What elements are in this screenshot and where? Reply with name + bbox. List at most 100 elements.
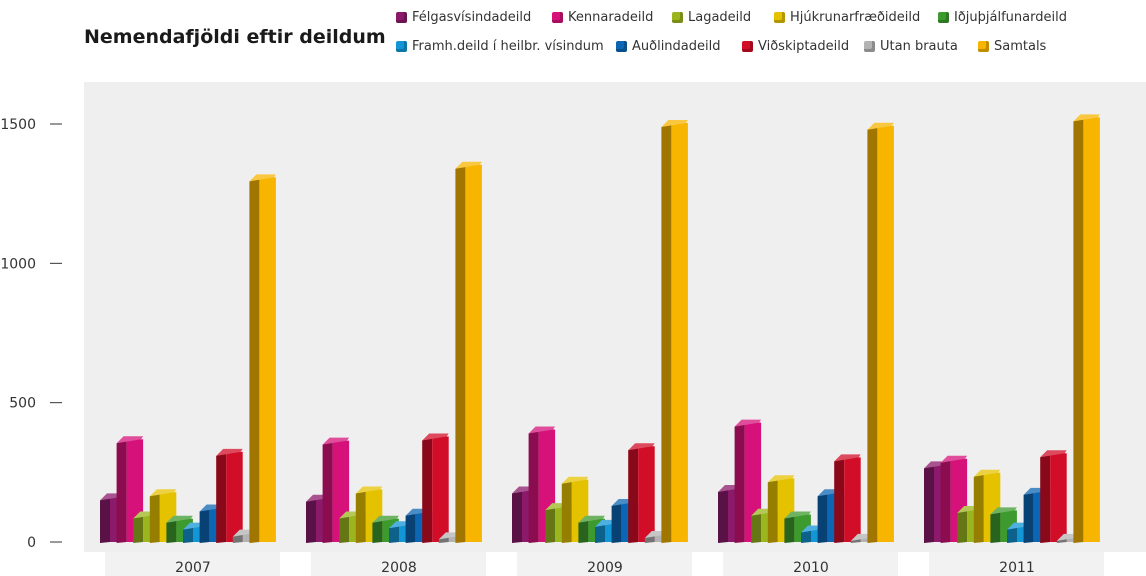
bar-front (877, 125, 894, 542)
legend-label: Utan brauta (880, 39, 958, 54)
bar-side (512, 489, 522, 543)
bar-side (1007, 525, 1017, 543)
bar-side (957, 508, 968, 543)
bar-top (166, 515, 193, 523)
legend-item: Félgasvísindadeild (396, 10, 531, 25)
bar-side (1073, 117, 1084, 543)
bar-top (834, 454, 861, 462)
legend-swatch (742, 41, 753, 52)
bar-top (628, 443, 655, 451)
legend-label: Framh.deild í heilbr. vísindum (412, 39, 604, 54)
category-band (311, 552, 486, 576)
bar-top (867, 122, 894, 130)
bar-side (133, 514, 144, 543)
legend-label: Viðskiptadeild (758, 39, 850, 54)
bar-side (940, 458, 951, 543)
legend-label: Auðlindadeild (632, 39, 721, 54)
bar-side (924, 464, 934, 543)
legend-item: Iðjuþjálfunardeild (938, 10, 1067, 25)
bar-top (149, 489, 177, 497)
bar-side (718, 488, 728, 543)
legend-item: Samtals (978, 39, 1046, 54)
bar-top (561, 476, 589, 484)
bar-side (306, 497, 316, 543)
bar-side (990, 510, 1001, 543)
bar (661, 120, 688, 543)
bar-side (405, 511, 416, 543)
category-label: 2009 (587, 560, 623, 576)
bar-side (801, 528, 811, 543)
bar (1073, 114, 1100, 543)
legend-label: Lagadeild (688, 10, 752, 25)
legend-swatch (978, 41, 989, 52)
bar-side (817, 492, 828, 543)
bar-side (545, 506, 556, 543)
legend-swatch (616, 41, 627, 52)
bar-top (1073, 114, 1100, 122)
legend-label: Iðjuþjálfunardeild (954, 10, 1067, 25)
bar-side (1023, 490, 1034, 543)
bar-front (259, 177, 276, 542)
bar-side (422, 436, 433, 543)
bar (834, 454, 861, 543)
bar-top (784, 511, 811, 519)
bar-side (528, 429, 539, 543)
bar-top (355, 486, 383, 494)
legend-item: Viðskiptadeild (742, 39, 849, 54)
bar-side (628, 446, 639, 543)
bar-side (116, 439, 127, 543)
category-label: 2008 (381, 560, 417, 576)
bar-top (940, 455, 968, 463)
bar-side (389, 524, 399, 543)
legend-swatch (396, 41, 407, 52)
bar-front (844, 457, 861, 542)
bar-top (116, 436, 144, 444)
bar-front (226, 451, 243, 542)
bar-side (784, 514, 795, 543)
legend-swatch (864, 41, 875, 52)
bar (867, 122, 894, 543)
bar-top (661, 120, 688, 127)
bar-side (199, 507, 210, 543)
y-tick-label: 1500 (0, 117, 36, 133)
bar (249, 174, 276, 543)
bar-front (1083, 117, 1100, 542)
bar-side (734, 422, 745, 543)
legend-label: Hjúkrunarfræðideild (790, 10, 921, 25)
bar-top (216, 448, 243, 456)
bar-side (867, 125, 878, 543)
bar-side (455, 164, 466, 544)
bar-top (528, 426, 556, 434)
bar-front (1050, 453, 1067, 542)
bar (216, 448, 243, 543)
category-band (723, 552, 898, 576)
legend-swatch (396, 12, 407, 23)
bar-side (578, 518, 589, 543)
bar-side (372, 518, 383, 543)
bar-side (322, 440, 333, 543)
bar-top (372, 515, 399, 523)
category-band (929, 552, 1104, 576)
bar-top (455, 161, 482, 169)
legend-label: Kennaradeild (568, 10, 654, 25)
legend-item: Framh.deild í heilbr. vísindum (396, 39, 604, 54)
y-tick-label: 1000 (0, 256, 36, 272)
bar (1040, 450, 1067, 543)
bar-front (638, 446, 655, 542)
legend-item: Utan brauta (864, 39, 958, 54)
category-label: 2011 (999, 560, 1035, 576)
legend-label: Félgasvísindadeild (412, 10, 532, 25)
bar-top (578, 515, 605, 523)
bar-side (767, 478, 778, 543)
bar-front (465, 164, 482, 543)
legend-item: Lagadeild (672, 10, 751, 25)
category-band (105, 552, 280, 576)
bar-side (216, 451, 227, 543)
bar-side (561, 479, 572, 543)
y-tick-label: 0 (27, 535, 36, 551)
bar-side (100, 496, 110, 543)
bar-top (249, 174, 276, 182)
bar-side (339, 514, 350, 543)
bar-side (249, 177, 260, 543)
